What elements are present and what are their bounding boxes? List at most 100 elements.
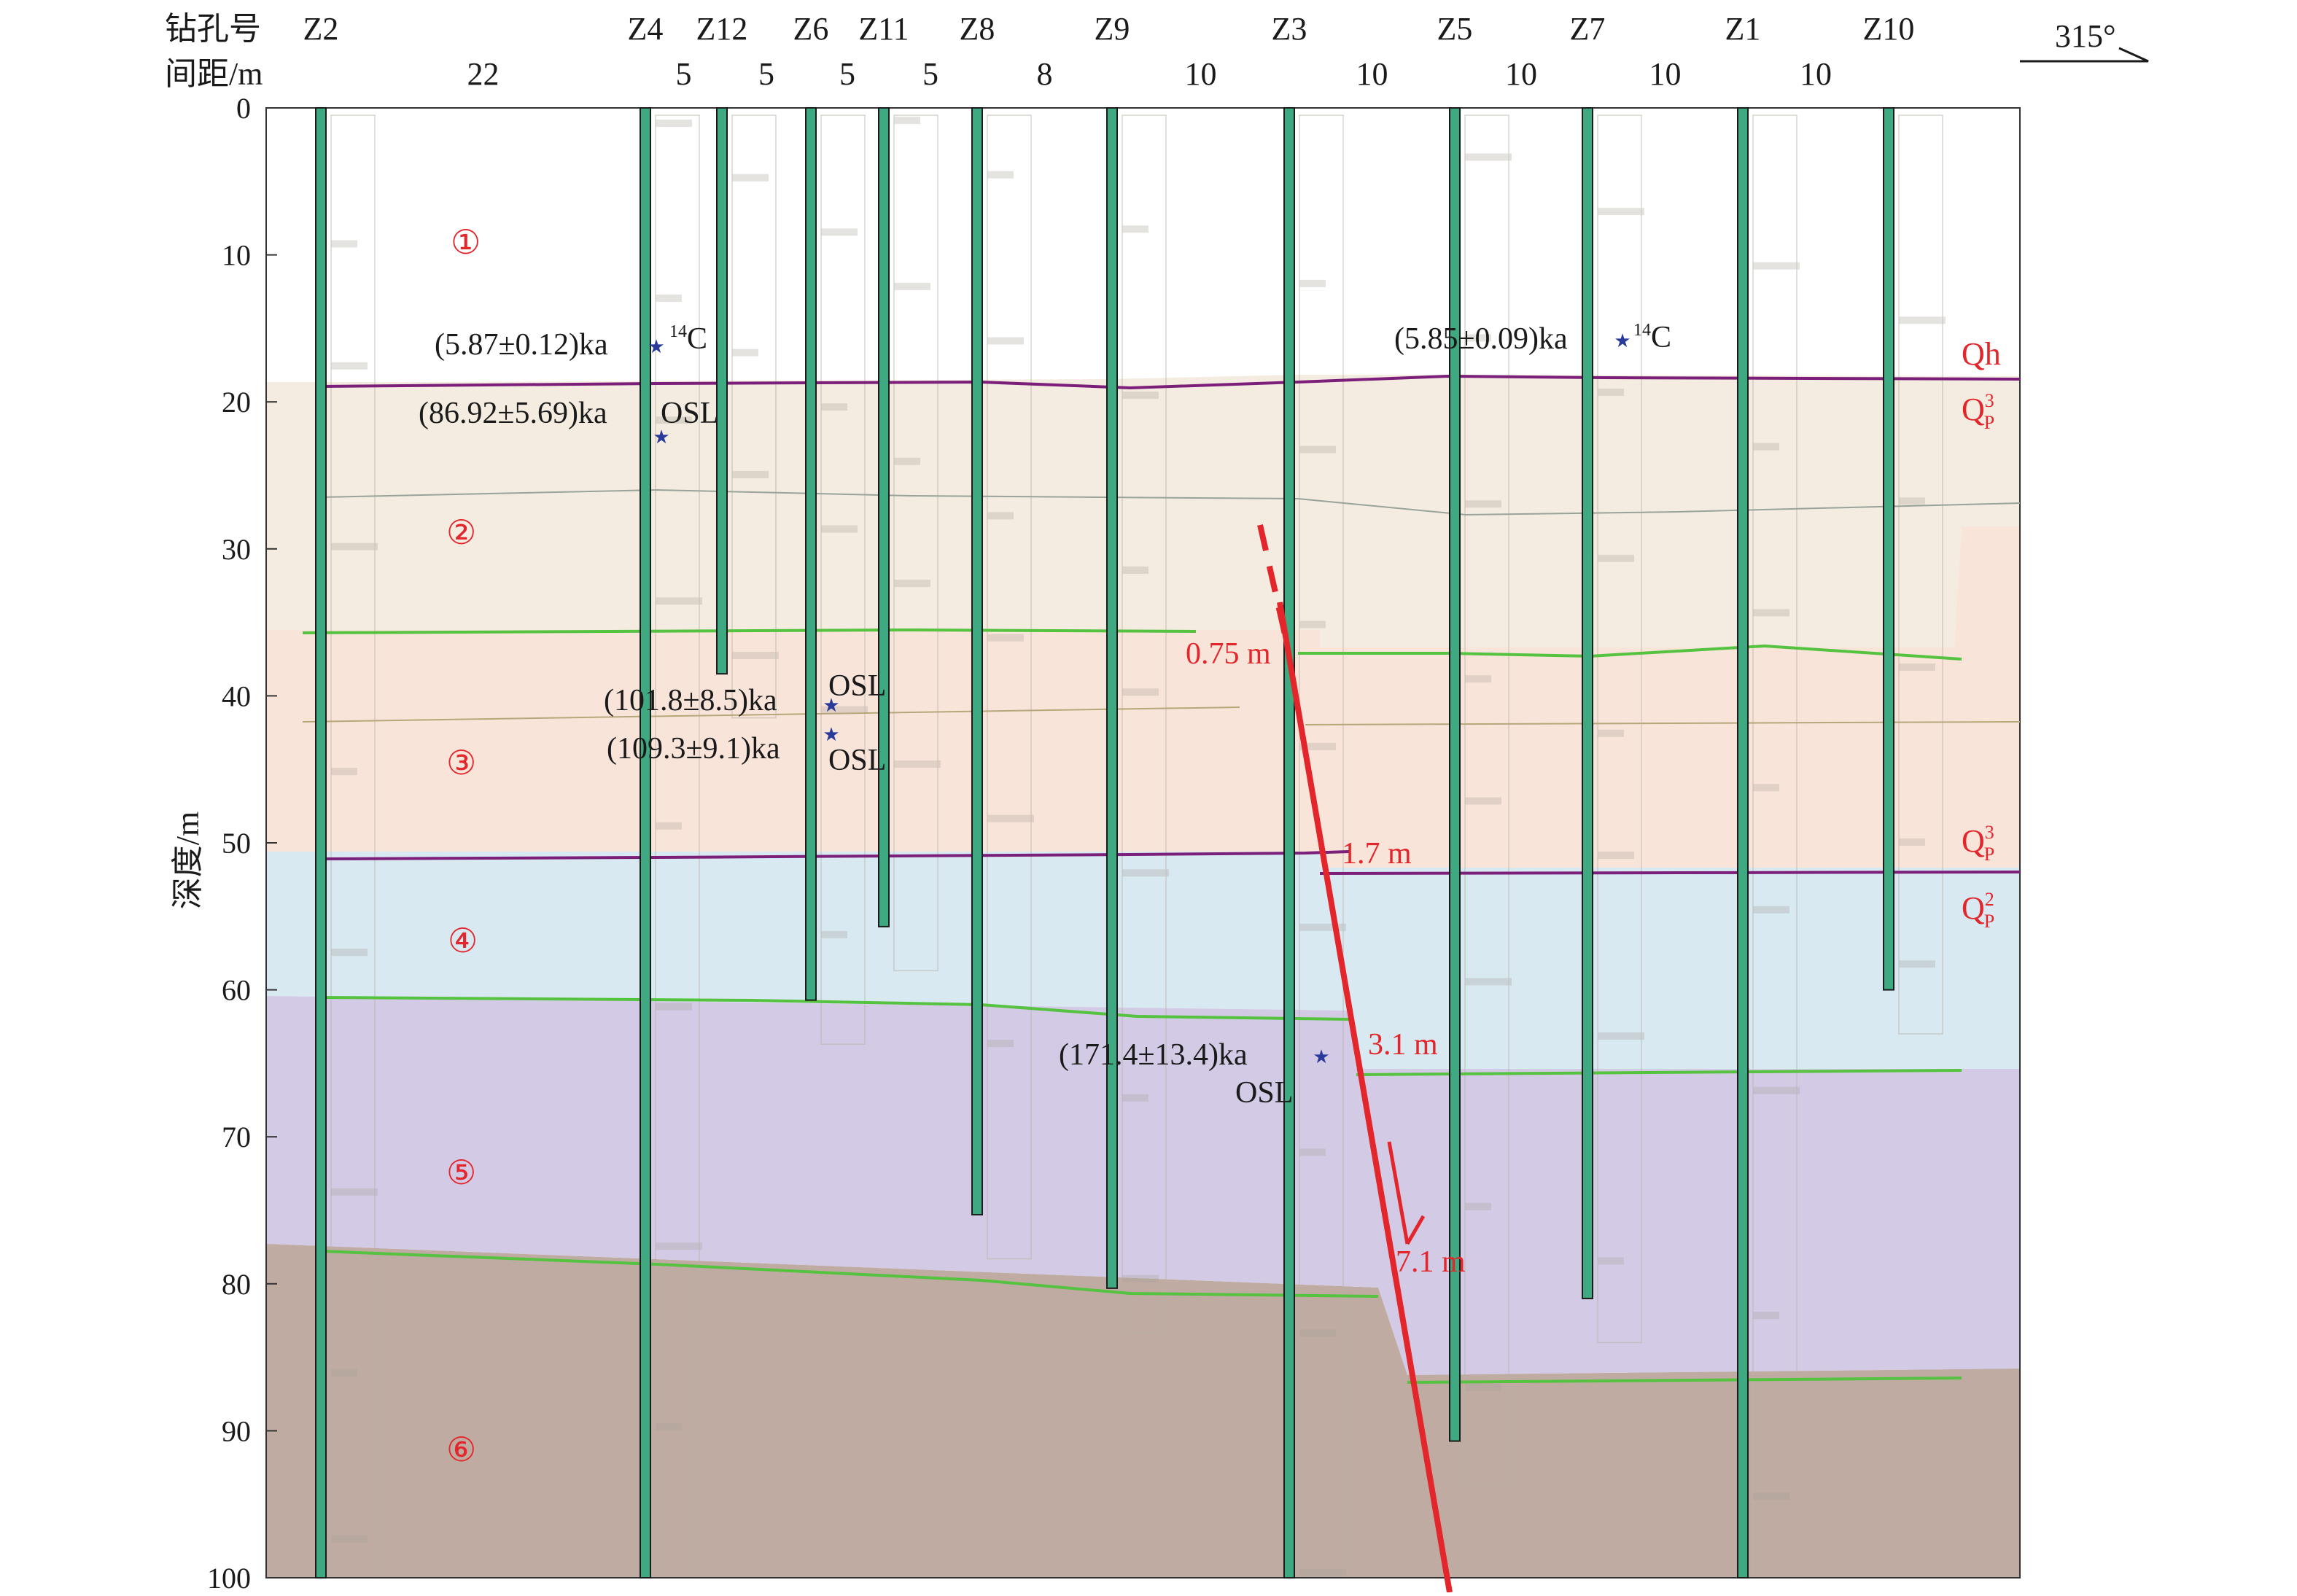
lithology-layer xyxy=(1899,960,1935,968)
interface-line-unit3 xyxy=(302,706,1240,723)
depth-axis: 0 10 20 30 40 50 60 70 80 90 100 xyxy=(207,92,277,1595)
lithology-column xyxy=(1898,114,1943,1035)
borehole-z10 xyxy=(1883,107,1894,991)
lithology-layer xyxy=(1753,1086,1800,1094)
direction-label: 315° xyxy=(2055,18,2116,54)
lithology-layer xyxy=(1598,1032,1644,1040)
lithology-column xyxy=(1122,114,1167,1334)
spacing-value: 5 xyxy=(758,56,774,92)
borehole-z4 xyxy=(640,107,651,1579)
lithology-layer xyxy=(1465,978,1512,986)
unit-bands xyxy=(266,375,2020,1578)
lithology-layer xyxy=(1753,906,1789,914)
dating-samples: ★ ★ ★ ★ ★ ★ (5.87±0.12)ka 14C (5.85±0.09… xyxy=(419,321,1671,1110)
unit-band-2 xyxy=(266,375,2020,647)
strata-qp3-lower-sub: P xyxy=(1984,844,1994,865)
fault-slip-arrowhead xyxy=(1405,1215,1426,1245)
lithology-layer xyxy=(987,512,1014,520)
boundary-qh-qp3 xyxy=(320,374,2021,390)
lithology-layer xyxy=(1753,784,1779,792)
fault xyxy=(1257,524,1453,1593)
lithology-layer xyxy=(987,337,1024,345)
date-age-z4-osl: (86.92±5.69)ka xyxy=(419,397,607,430)
spacing-value: 5 xyxy=(922,56,938,92)
lithology-layer xyxy=(821,930,847,938)
lithology-layer xyxy=(894,760,941,768)
borehole-z8 xyxy=(971,107,983,1216)
fault-offset-label-3: 3.1 m xyxy=(1368,1028,1438,1062)
direction-indicator: 315° xyxy=(2020,18,2149,63)
date-method-z6-osl-2: OSL xyxy=(828,744,886,777)
lithology-layer xyxy=(1465,1383,1501,1391)
date-star-z6-osl-2: ★ xyxy=(823,724,839,745)
lithology-layer xyxy=(821,706,868,714)
lithology-layer xyxy=(656,1242,702,1250)
strata-label-qp3-upper: Q3 P xyxy=(1962,390,1994,433)
lithology-layer xyxy=(656,597,702,605)
lithology-layer xyxy=(331,1188,378,1196)
lithology-layer xyxy=(732,349,758,357)
date-age-z3-osl: (171.4±13.4)ka xyxy=(1059,1038,1248,1072)
borehole-header-labels: Z2 Z4 Z12 Z6 Z11 Z8 Z9 Z3 Z5 Z7 Z1 Z10 xyxy=(303,11,1915,47)
lithology-layer xyxy=(1299,1329,1336,1337)
borehole-header-z7: Z7 xyxy=(1570,11,1606,47)
lithology-column xyxy=(893,114,938,972)
lithology-layer xyxy=(331,1535,368,1543)
borehole-header-z12: Z12 xyxy=(696,11,748,47)
lithology-layer xyxy=(331,362,368,370)
fault-slip-arrow xyxy=(1387,1141,1410,1245)
depth-tick-label: 90 xyxy=(222,1414,251,1447)
unit-label-5: ⑤ xyxy=(446,1154,476,1191)
date-star-z6-osl-1: ★ xyxy=(823,695,839,716)
date-age-z6-osl-1: (101.8±8.5)ka xyxy=(604,684,777,717)
borehole-z7 xyxy=(1582,107,1593,1299)
strata-label-qh: Qh xyxy=(1962,336,2001,372)
lithology-layer xyxy=(1899,663,1935,672)
lithology-layer xyxy=(987,171,1014,179)
depth-tick-label: 60 xyxy=(222,974,251,1007)
lithology-layer xyxy=(1598,208,1644,216)
date-method-z4-14c-main: C xyxy=(687,322,707,356)
lithology-layer xyxy=(1753,443,1779,451)
date-star-z3-osl: ★ xyxy=(1313,1046,1329,1067)
lithology-layer xyxy=(1465,1202,1491,1210)
spacing-value: 5 xyxy=(676,56,692,92)
lithology-layer xyxy=(1299,923,1346,931)
green-line-unit2-base-west xyxy=(302,628,1197,634)
borehole-header-z2: Z2 xyxy=(303,11,339,47)
unit-band-4 xyxy=(266,852,2020,1069)
borehole-header-z10: Z10 xyxy=(1863,11,1915,47)
strata-qp2-sup: 2 xyxy=(1985,889,1994,910)
fault-offset-label-4: 7.1 m xyxy=(1396,1245,1466,1279)
borehole-z11 xyxy=(878,107,890,927)
lithology-layer xyxy=(331,1369,357,1377)
spacing-value: 10 xyxy=(1505,56,1537,92)
lithology-layer xyxy=(1122,566,1148,574)
lithology-layer xyxy=(1753,1492,1789,1500)
lithology-column xyxy=(1597,114,1642,1344)
fault-offset-label-2: 1.7 m xyxy=(1342,837,1412,871)
lithology-columns xyxy=(330,114,1946,1579)
unit-labels: ① ② ③ ④ ⑤ ⑥ xyxy=(446,224,481,1468)
lithology-layer xyxy=(1299,1148,1326,1156)
lithology-layer xyxy=(1465,334,1491,342)
lithology-layer xyxy=(331,240,357,248)
spacing-value: 10 xyxy=(1356,56,1388,92)
spacing-values: 22 5 5 5 5 8 10 10 10 10 10 xyxy=(467,56,1832,92)
lithology-layer xyxy=(1598,852,1634,860)
strata-qp2-sub: P xyxy=(1984,911,1994,932)
lithology-layer xyxy=(1299,620,1326,628)
date-star-z7-14c: ★ xyxy=(1614,330,1631,351)
unit-label-2: ② xyxy=(446,514,476,551)
depth-axis-title: 深度/m xyxy=(170,811,206,909)
lithology-layer xyxy=(894,117,920,125)
depth-tick-label: 10 xyxy=(222,239,251,272)
fault-trace xyxy=(1277,602,1453,1593)
date-method-z4-14c: 14C xyxy=(669,322,707,356)
spacing-value: 8 xyxy=(1037,56,1053,92)
date-age-z6-osl-2: (109.3±9.1)ka xyxy=(607,732,780,766)
lithology-layer xyxy=(1122,1094,1148,1102)
spacing-value: 10 xyxy=(1649,56,1682,92)
borehole-header-z9: Z9 xyxy=(1095,11,1130,47)
